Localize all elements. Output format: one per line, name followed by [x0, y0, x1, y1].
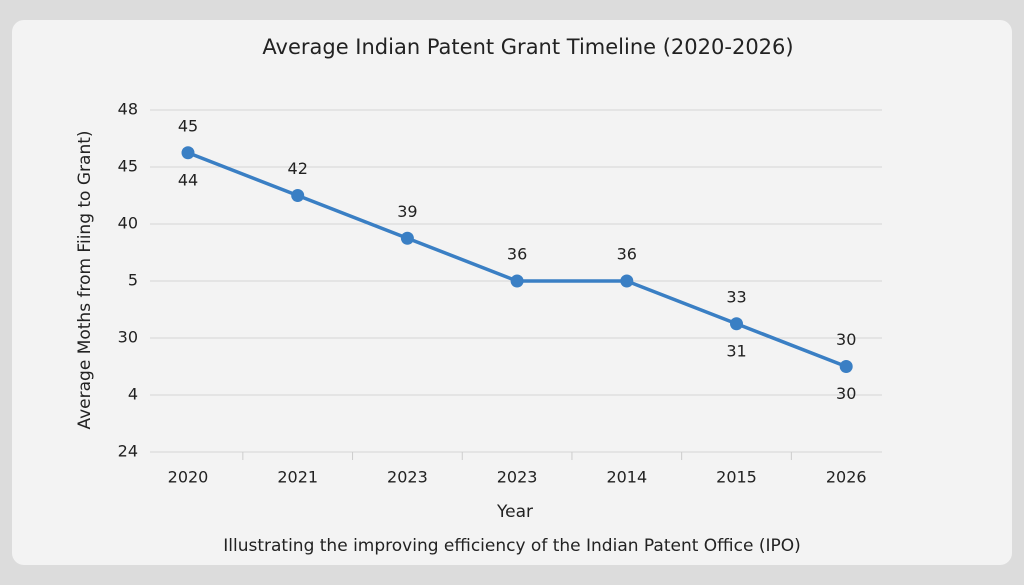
y-tick-label: 48 — [118, 100, 138, 119]
y-tick-label: 5 — [128, 271, 138, 290]
value-label: 45 — [178, 116, 198, 135]
value-label: 36 — [617, 245, 637, 264]
y-tick-label: 40 — [118, 214, 138, 233]
point — [400, 231, 414, 245]
y-tick-label: 30 — [118, 328, 138, 347]
annotation: 31 — [726, 341, 746, 360]
value-label: 33 — [726, 287, 746, 306]
x-tick-label: 2023 — [497, 468, 538, 487]
y-tick-label: 4 — [128, 385, 138, 404]
subtitle: Illustrating the improving efficiency of… — [223, 536, 800, 556]
value-label: 42 — [288, 159, 308, 178]
x-tick-label: 2020 — [168, 468, 209, 487]
value-label: 30 — [836, 330, 856, 349]
point — [620, 274, 634, 288]
chart-title: Average Indian Patent Grant Timeline (20… — [262, 35, 793, 59]
x-tick-label: 2021 — [277, 468, 318, 487]
point — [510, 274, 524, 288]
y-tick-label: 45 — [118, 157, 138, 176]
y-axis-label: Average Moths from Fiing to Grant) — [75, 130, 95, 429]
value-label: 36 — [507, 245, 527, 264]
annotation: 44 — [178, 170, 198, 189]
annotation: 30 — [836, 384, 856, 403]
point — [181, 146, 195, 160]
point — [291, 189, 305, 202]
point — [730, 317, 743, 331]
x-tick-label: 2023 — [387, 468, 428, 487]
card — [12, 20, 1012, 565]
x-axis-label: Year — [496, 502, 533, 522]
y-tick-label: 24 — [118, 442, 138, 461]
x-tick-label: 2014 — [606, 468, 647, 487]
value-label: 39 — [397, 202, 417, 221]
x-tick-label: 2015 — [716, 468, 757, 487]
x-tick-label: 2026 — [826, 468, 867, 487]
point — [839, 360, 853, 373]
